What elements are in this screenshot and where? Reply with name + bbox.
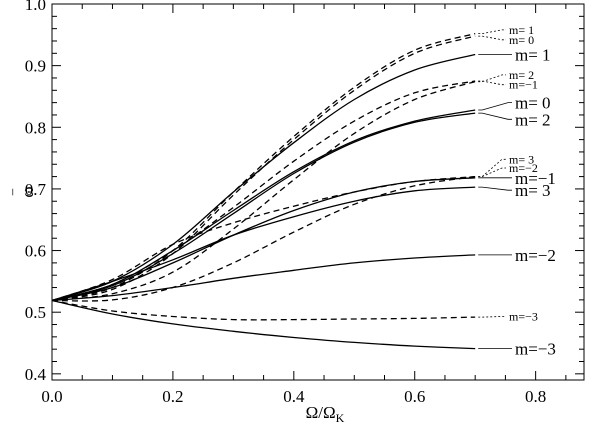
solid-curve-6: [51, 299, 476, 350]
label-connector-4: [478, 186, 512, 191]
label-connector-1: [478, 102, 512, 111]
series-label-7: m= 1: [509, 23, 534, 37]
solid-curve-4: [51, 186, 476, 302]
x-tick-label: 0.6: [404, 387, 425, 406]
x-axis-title-subscript: K: [336, 411, 345, 425]
y-tick-label: 0.8: [25, 118, 46, 137]
x-tick-label: 0.8: [525, 387, 546, 406]
x-tick-label: 0.2: [162, 387, 183, 406]
chart-series-labels: m= 1m= 0m= 2m=−1m= 3m=−2m=−3m= 1m= 0m= 2…: [478, 23, 556, 359]
y-tick-label: 0.7: [25, 180, 47, 199]
dashed-curve-11: [51, 175, 476, 302]
label-connector-2: [478, 112, 512, 120]
series-label-4: m= 3: [515, 181, 551, 200]
y-axis-title-accent: ‾: [11, 188, 30, 196]
y-tick-label: 0.4: [25, 365, 47, 384]
dashed-curve-13: [51, 299, 476, 321]
series-label-9: m= 2: [509, 68, 534, 82]
x-tick-label: 0.0: [41, 387, 62, 406]
dashed-curve-10: [51, 80, 476, 302]
dashed-curve-8: [51, 35, 476, 302]
series-label-11: m= 3: [509, 152, 534, 166]
series-label-0: m= 1: [515, 46, 551, 65]
y-axis-title-symbol: ω: [18, 186, 37, 197]
label-connector-13: [478, 316, 506, 318]
solid-curve-1: [51, 109, 476, 302]
x-axis-title: Ω/ΩK: [306, 403, 345, 425]
y-axis-title: ω ‾: [11, 186, 37, 197]
chart-series: [51, 32, 476, 350]
plot-frame: [51, 3, 585, 381]
series-label-3: m=−1: [515, 169, 556, 188]
series-label-8: m= 0: [509, 33, 534, 47]
solid-curve-3: [51, 177, 476, 302]
series-label-5: m=−2: [515, 246, 556, 265]
y-tick-label: 0.6: [25, 242, 46, 261]
dashed-curve-7: [51, 32, 476, 302]
label-connector-8: [478, 35, 506, 41]
series-label-12: m=−2: [509, 161, 538, 175]
label-connector-7: [478, 29, 506, 34]
y-tick-label: 0.5: [25, 303, 46, 322]
dashed-curve-9: [51, 81, 476, 302]
solid-curve-0: [51, 53, 476, 302]
dashed-curve-12: [51, 175, 476, 302]
x-tick-label: 0.4: [283, 387, 305, 406]
series-label-6: m=−3: [515, 340, 556, 359]
y-tick-label: 1.0: [25, 0, 46, 14]
label-connector-12: [478, 167, 506, 177]
solid-curve-5: [51, 254, 476, 302]
series-label-10: m=−1: [509, 78, 538, 92]
solid-curve-2: [51, 112, 476, 302]
series-label-13: m=−3: [509, 310, 538, 324]
y-tick-label: 0.9: [25, 57, 46, 76]
series-label-1: m= 0: [515, 94, 551, 113]
series-label-2: m= 2: [515, 110, 551, 129]
label-connector-10: [478, 80, 506, 86]
chart-axes: 0.0 0.2 0.4 0.6 0.8 0.4 0.5 0.6 0.7 0.8 0.9 1.0: [25, 0, 585, 406]
label-connector-9: [478, 74, 506, 83]
